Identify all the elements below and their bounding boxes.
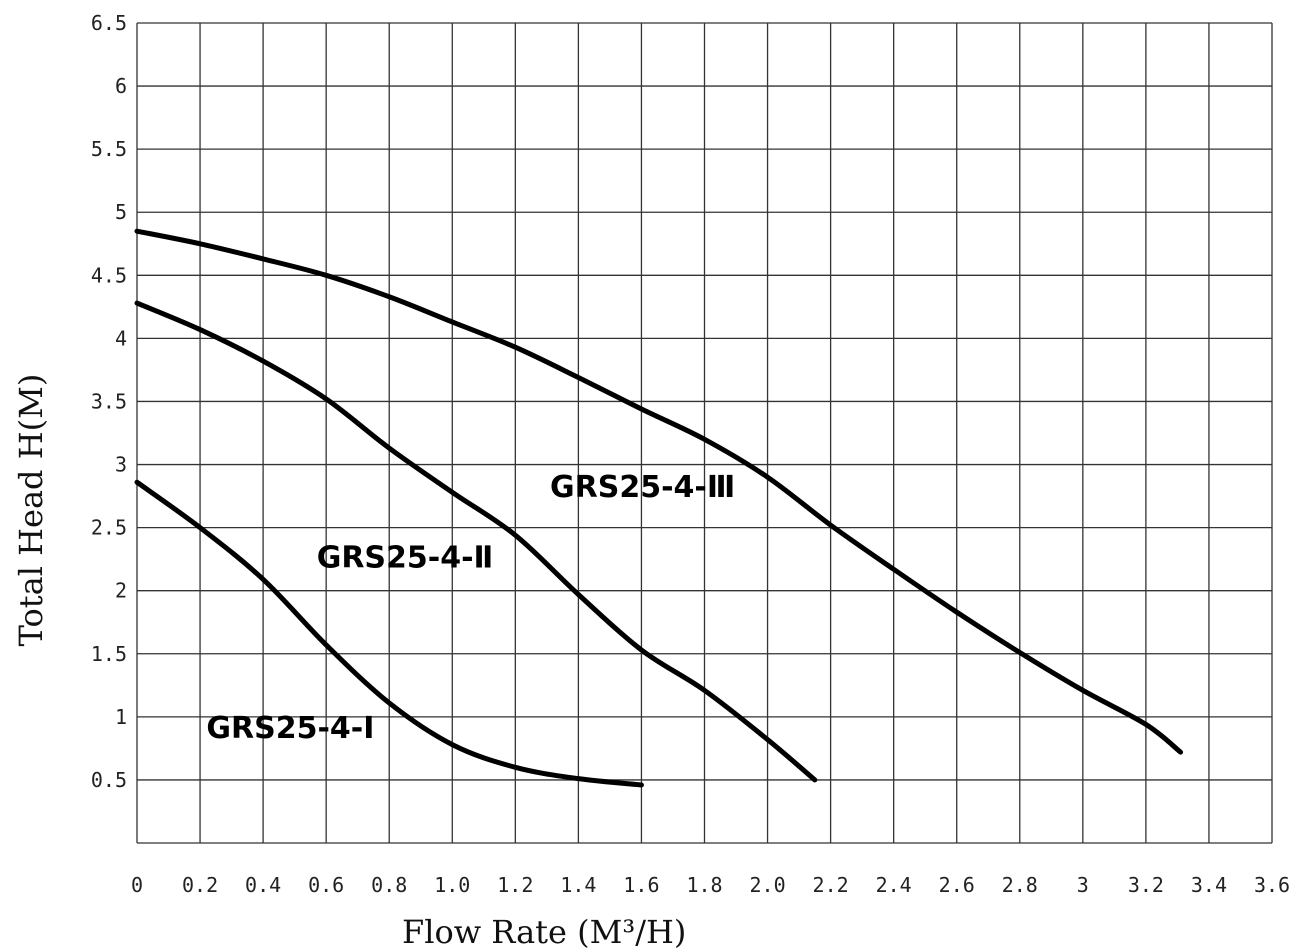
y-tick-label: 5.5 <box>91 137 127 161</box>
x-tick-label: 1.0 <box>434 873 470 897</box>
series-label-1: GRS25-4-Ⅰ <box>206 711 374 746</box>
series-labels: GRS25-4-Ⅰ GRS25-4-Ⅱ GRS25-4-Ⅲ <box>206 470 735 746</box>
y-tick-label: 3.5 <box>91 389 127 413</box>
x-tick-label: 3.2 <box>1128 873 1164 897</box>
x-tick-label: 2.0 <box>749 873 785 897</box>
x-tick-label: 0 <box>131 873 143 897</box>
series-line-1 <box>134 479 644 788</box>
x-tick-label: 1.6 <box>623 873 659 897</box>
x-tick-label: 3.4 <box>1191 873 1227 897</box>
series-label-3: GRS25-4-Ⅲ <box>550 470 735 505</box>
x-tick-label: 1.2 <box>497 873 533 897</box>
series-line-2 <box>134 300 818 783</box>
y-tick-label: 3 <box>115 453 127 477</box>
x-tick-label: 1.8 <box>686 873 722 897</box>
y-axis-label: Total Head H(M) <box>12 374 50 647</box>
x-tick-label: 3.6 <box>1254 873 1290 897</box>
series-label-2: GRS25-4-Ⅱ <box>317 541 494 576</box>
y-tick-label: 6 <box>115 74 127 98</box>
x-tick-label: 0.4 <box>245 873 281 897</box>
grid <box>136 22 1273 844</box>
x-axis-label: Flow Rate (M³/H) <box>402 913 686 951</box>
x-tick-label: 2.6 <box>939 873 975 897</box>
y-tick-label: 2 <box>115 579 127 603</box>
x-tick-label: 1.4 <box>560 873 596 897</box>
y-tick-label: 1 <box>115 705 127 729</box>
y-tick-label: 2.5 <box>91 516 127 540</box>
y-tick-labels: 6.5 6 5.5 5 4.5 4 3.5 3 2.5 2 1.5 1 0.5 <box>91 11 127 792</box>
y-tick-label: 4 <box>115 326 127 350</box>
y-tick-label: 1.5 <box>91 642 127 666</box>
x-tick-label: 0.6 <box>308 873 344 897</box>
series-line-3 <box>134 228 1184 755</box>
series-lines <box>134 228 1184 788</box>
y-tick-label: 6.5 <box>91 11 127 35</box>
x-tick-label: 0.2 <box>182 873 218 897</box>
y-tick-label: 0.5 <box>91 768 127 792</box>
y-tick-label: 4.5 <box>91 263 127 287</box>
x-tick-label: 2.8 <box>1002 873 1038 897</box>
x-tick-label: 3 <box>1077 873 1089 897</box>
x-tick-label: 0.8 <box>371 873 407 897</box>
x-tick-label: 2.4 <box>876 873 912 897</box>
y-tick-label: 5 <box>115 200 127 224</box>
x-tick-label: 2.2 <box>813 873 849 897</box>
x-tick-labels: 0 0.2 0.4 0.6 0.8 1.0 1.2 1.4 1.6 1.8 2.0 2.2 2.4 2.6… <box>131 873 1290 897</box>
